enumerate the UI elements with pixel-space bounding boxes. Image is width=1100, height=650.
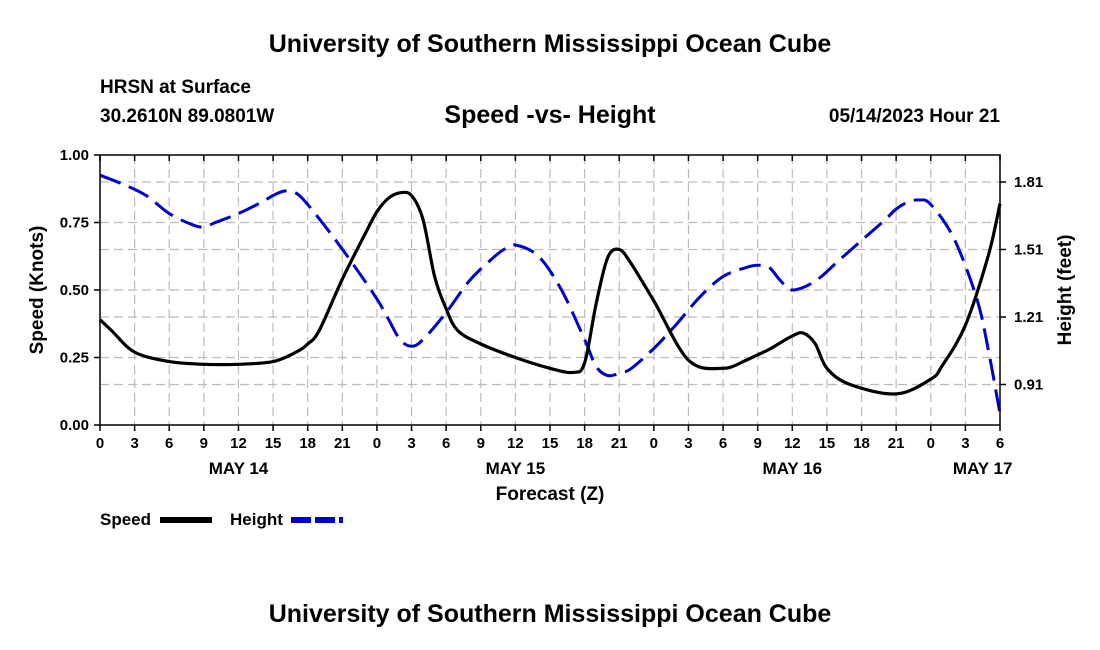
x-tick-label: 15 [265, 435, 282, 452]
x-tick-label: 0 [373, 435, 381, 452]
x-date-label: MAY 16 [763, 459, 823, 478]
y-left-tick-label: 0.50 [60, 282, 89, 299]
x-tick-label: 3 [684, 435, 692, 452]
x-tick-label: 15 [819, 435, 836, 452]
x-tick-label: 9 [200, 435, 208, 452]
x-tick-label: 6 [719, 435, 727, 452]
footer-title: University of Southern Mississippi Ocean… [268, 600, 832, 628]
y-right-tick-label: 1.51 [1014, 242, 1043, 259]
legend-speed-label: Speed [100, 510, 151, 529]
x-tick-label: 0 [927, 435, 935, 452]
coordinates-label: 30.2610N 89.0801W [100, 106, 275, 127]
y-axis-left-label: Speed (Knots) [27, 226, 48, 355]
x-tick-label: 21 [888, 435, 905, 452]
x-axis-label: Forecast (Z) [496, 484, 605, 505]
chart-grid [100, 155, 1000, 425]
x-tick-label: 21 [334, 435, 351, 452]
y-left-tick-label: 1.00 [60, 147, 89, 164]
height-series-line [99, 173, 1002, 415]
y-left-tick-label: 0.75 [60, 215, 89, 232]
x-date-label: MAY 15 [486, 459, 546, 478]
x-tick-label: 18 [299, 435, 316, 452]
x-tick-label: 3 [961, 435, 969, 452]
y-left-tick-label: 0.00 [60, 417, 89, 434]
x-tick-label: 12 [507, 435, 524, 452]
station-label: HRSN at Surface [100, 77, 251, 98]
forecast-datetime: 05/14/2023 Hour 21 [828, 106, 1000, 127]
page-title: University of Southern Mississippi Ocean… [268, 30, 832, 58]
y-right-tick-label: 1.21 [1014, 309, 1043, 326]
legend-height-label: Height [230, 510, 283, 529]
x-tick-label: 21 [611, 435, 628, 452]
y-right-tick-label: 0.91 [1014, 377, 1043, 394]
x-tick-label: 6 [996, 435, 1004, 452]
x-tick-label: 12 [230, 435, 247, 452]
x-tick-label: 15 [542, 435, 559, 452]
y-axis-right-label: Height (feet) [1055, 235, 1076, 346]
y-right-tick-label: 1.81 [1014, 174, 1043, 191]
series-layer [98, 173, 1002, 415]
x-tick-label: 6 [165, 435, 173, 452]
x-tick-label: 18 [576, 435, 593, 452]
speed-height-chart: 0 3 6 9 12 15 18 21 0 3 6 9 12 15 18 21 0 3 6 9 12 15 18 21 0 3 6 0… [27, 147, 1076, 529]
x-tick-label: 0 [96, 435, 104, 452]
x-tick-label: 3 [407, 435, 415, 452]
x-tick-label: 9 [754, 435, 762, 452]
y-left-tick-label: 0.25 [60, 350, 89, 367]
x-tick-label: 12 [784, 435, 801, 452]
speed-series-line [98, 190, 1002, 396]
x-tick-label: 0 [650, 435, 658, 452]
x-date-label: MAY 17 [953, 459, 1013, 478]
x-date-label: MAY 14 [209, 459, 269, 478]
x-tick-label: 6 [442, 435, 450, 452]
x-tick-label: 18 [853, 435, 870, 452]
x-tick-label: 9 [477, 435, 485, 452]
chart-legend: Speed Height [100, 510, 343, 529]
chart-axes: 0 3 6 9 12 15 18 21 0 3 6 9 12 15 18 21 0 3 6 9 12 15 18 21 0 3 6 0… [60, 147, 1043, 478]
chart-subtitle: Speed -vs- Height [444, 101, 656, 129]
x-tick-label: 3 [130, 435, 138, 452]
